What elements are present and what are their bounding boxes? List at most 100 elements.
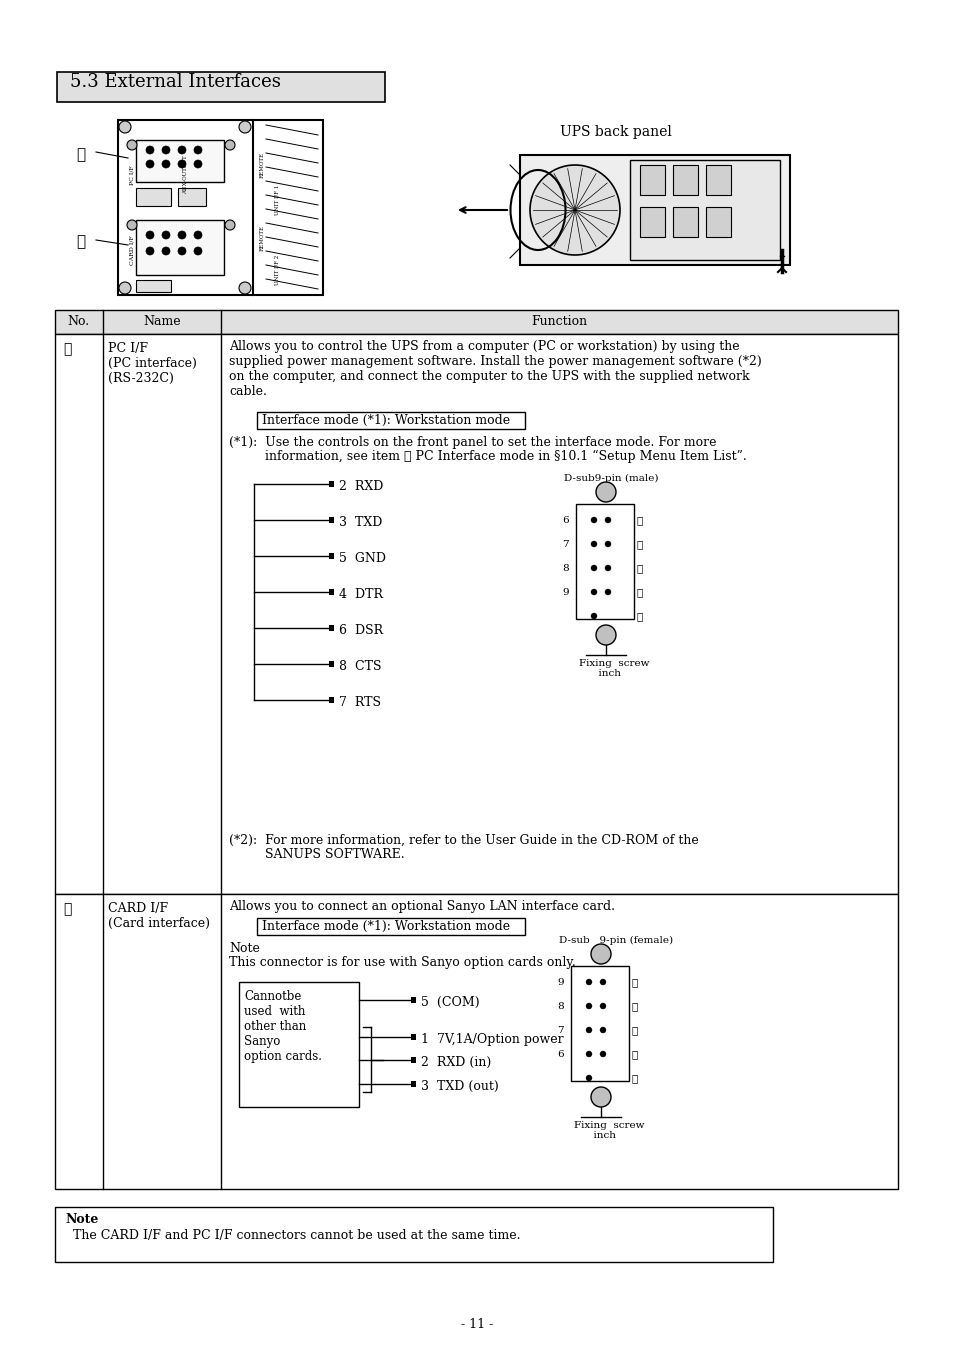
Bar	[329, 553, 334, 559]
Text: PC I/F: PC I/F	[130, 165, 135, 185]
Circle shape	[239, 122, 251, 132]
Bar	[136, 188, 171, 205]
Bar	[118, 120, 323, 295]
Text: CARD I/F
(Card interface): CARD I/F (Card interface)	[108, 902, 210, 929]
Circle shape	[178, 159, 186, 168]
Bar	[411, 1081, 416, 1088]
Circle shape	[585, 1051, 592, 1056]
Text: 1  7V,1A/Option power: 1 7V,1A/Option power	[420, 1034, 563, 1046]
Bar	[639, 207, 664, 236]
Circle shape	[239, 282, 251, 295]
Circle shape	[146, 159, 153, 168]
Text: 8  CTS: 8 CTS	[338, 661, 381, 673]
Text: 6  DSR: 6 DSR	[338, 624, 383, 638]
Circle shape	[590, 517, 597, 523]
Circle shape	[590, 589, 597, 594]
Text: ①: ①	[637, 516, 642, 526]
Text: ③: ③	[637, 563, 642, 573]
Circle shape	[146, 247, 153, 255]
Bar	[329, 626, 334, 631]
Text: Allows you to control the UPS from a computer (PC or workstation) by using the
s: Allows you to control the UPS from a com…	[229, 340, 760, 399]
Circle shape	[225, 220, 234, 230]
Bar	[672, 207, 698, 236]
Bar	[55, 334, 897, 894]
Text: D-sub   9-pin (female): D-sub 9-pin (female)	[558, 936, 673, 946]
Text: CARD I/F: CARD I/F	[130, 235, 135, 265]
Text: 6: 6	[561, 516, 568, 526]
Circle shape	[146, 146, 153, 154]
Bar	[639, 165, 664, 195]
Text: 5  (COM): 5 (COM)	[420, 996, 479, 1009]
Circle shape	[596, 626, 616, 644]
Text: Interface mode (*1): Workstation mode: Interface mode (*1): Workstation mode	[262, 413, 510, 427]
Bar	[329, 517, 334, 523]
Text: REMOTE: REMOTE	[260, 151, 265, 178]
Text: Note: Note	[65, 1213, 98, 1225]
Text: Allows you to connect an optional Sanyo LAN interface card.: Allows you to connect an optional Sanyo …	[229, 900, 615, 913]
Circle shape	[596, 482, 616, 503]
Text: information, see item ⑥ PC Interface mode in §10.1 “Setup Menu Item List”.: information, see item ⑥ PC Interface mod…	[229, 450, 746, 463]
Text: No.: No.	[67, 315, 89, 328]
Bar	[329, 589, 334, 594]
Text: 7: 7	[557, 1025, 563, 1035]
Circle shape	[599, 1002, 605, 1009]
Circle shape	[530, 165, 619, 255]
Text: The CARD I/F and PC I/F connectors cannot be used at the same time.: The CARD I/F and PC I/F connectors canno…	[65, 1229, 520, 1242]
Bar	[705, 207, 730, 236]
Circle shape	[225, 141, 234, 150]
Circle shape	[604, 565, 610, 571]
Text: ③: ③	[631, 1025, 638, 1035]
Circle shape	[590, 565, 597, 571]
Text: 6: 6	[557, 1050, 563, 1059]
Text: 5.3 External Interfaces: 5.3 External Interfaces	[70, 73, 280, 91]
Text: 2  RXD (in): 2 RXD (in)	[420, 1056, 491, 1069]
Text: ②: ②	[631, 1050, 638, 1059]
Text: Cannotbe
used  with
other than
Sanyo
option cards.: Cannotbe used with other than Sanyo opti…	[244, 990, 322, 1063]
Bar	[411, 1034, 416, 1040]
Bar	[672, 165, 698, 195]
Text: ②: ②	[76, 235, 85, 249]
Text: PC I/F
(PC interface)
(RS-232C): PC I/F (PC interface) (RS-232C)	[108, 342, 196, 385]
Text: (*2):  For more information, refer to the User Guide in the CD-ROM of the: (*2): For more information, refer to the…	[229, 834, 698, 847]
Bar	[239, 982, 358, 1106]
Text: ②: ②	[637, 540, 642, 549]
Circle shape	[585, 979, 592, 985]
Circle shape	[127, 220, 137, 230]
Circle shape	[599, 979, 605, 985]
Bar	[411, 1056, 416, 1063]
Bar	[629, 159, 780, 259]
Text: Interface mode (*1): Workstation mode: Interface mode (*1): Workstation mode	[262, 920, 510, 934]
Circle shape	[162, 159, 170, 168]
Circle shape	[604, 540, 610, 547]
Circle shape	[604, 589, 610, 594]
Text: 9: 9	[557, 978, 563, 988]
Circle shape	[193, 146, 202, 154]
Text: 7  RTS: 7 RTS	[338, 696, 380, 709]
Text: 3  TXD (out): 3 TXD (out)	[420, 1079, 498, 1093]
Circle shape	[604, 517, 610, 523]
Text: 8: 8	[561, 563, 568, 573]
Circle shape	[590, 540, 597, 547]
Circle shape	[119, 282, 131, 295]
Circle shape	[146, 231, 153, 239]
Bar	[178, 188, 206, 205]
Bar	[57, 72, 385, 101]
Bar	[55, 309, 897, 334]
Circle shape	[599, 1051, 605, 1056]
Text: - 11 -: - 11 -	[460, 1319, 493, 1331]
Bar	[705, 165, 730, 195]
Text: 7: 7	[561, 540, 568, 549]
Circle shape	[599, 1027, 605, 1034]
Bar	[571, 966, 628, 1081]
Text: D-sub9-pin (male): D-sub9-pin (male)	[563, 474, 658, 484]
Bar	[256, 412, 524, 430]
Circle shape	[162, 247, 170, 255]
Text: SANUPS SOFTWARE.: SANUPS SOFTWARE.	[229, 848, 404, 861]
Circle shape	[590, 1088, 610, 1106]
Text: ⑤: ⑤	[637, 612, 642, 621]
Text: Fixing  screw
      inch: Fixing screw inch	[578, 659, 649, 678]
Text: ②: ②	[63, 902, 71, 916]
Bar	[256, 917, 524, 935]
Bar	[329, 661, 334, 667]
Text: AUX·OUTPUT: AUX·OUTPUT	[183, 155, 188, 195]
